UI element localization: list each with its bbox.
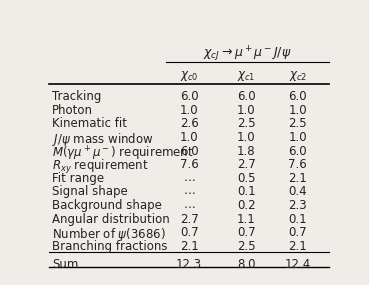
Text: 7.6: 7.6 (180, 158, 199, 171)
Text: 0.7: 0.7 (237, 226, 256, 239)
Text: Kinematic fit: Kinematic fit (52, 117, 127, 130)
Text: $M(\gamma\mu^+\mu^-)$ requirement: $M(\gamma\mu^+\mu^-)$ requirement (52, 144, 194, 163)
Text: 0.7: 0.7 (289, 226, 307, 239)
Text: 2.6: 2.6 (180, 117, 199, 130)
Text: Fit range: Fit range (52, 172, 104, 185)
Text: 2.7: 2.7 (180, 213, 199, 226)
Text: 2.5: 2.5 (237, 240, 256, 253)
Text: 2.7: 2.7 (237, 158, 256, 171)
Text: 7.6: 7.6 (289, 158, 307, 171)
Text: $\cdots$: $\cdots$ (183, 186, 195, 198)
Text: $\chi_{c2}$: $\chi_{c2}$ (289, 69, 307, 83)
Text: 2.1: 2.1 (180, 240, 199, 253)
Text: 1.0: 1.0 (237, 131, 256, 144)
Text: 0.1: 0.1 (289, 213, 307, 226)
Text: Signal shape: Signal shape (52, 186, 128, 198)
Text: 2.3: 2.3 (289, 199, 307, 212)
Text: 1.0: 1.0 (237, 104, 256, 117)
Text: 1.1: 1.1 (237, 213, 256, 226)
Text: 1.0: 1.0 (289, 131, 307, 144)
Text: Number of $\psi(3686)$: Number of $\psi(3686)$ (52, 226, 166, 243)
Text: $\chi_{c1}$: $\chi_{c1}$ (237, 69, 256, 83)
Text: 1.0: 1.0 (180, 104, 199, 117)
Text: Photon: Photon (52, 104, 93, 117)
Text: $\cdots$: $\cdots$ (183, 172, 195, 185)
Text: 2.1: 2.1 (289, 240, 307, 253)
Text: $J/\psi$ mass window: $J/\psi$ mass window (52, 131, 154, 148)
Text: 0.1: 0.1 (237, 186, 256, 198)
Text: 1.0: 1.0 (289, 104, 307, 117)
Text: 6.0: 6.0 (289, 144, 307, 158)
Text: 6.0: 6.0 (237, 90, 256, 103)
Text: Background shape: Background shape (52, 199, 162, 212)
Text: 0.2: 0.2 (237, 199, 256, 212)
Text: 2.5: 2.5 (289, 117, 307, 130)
Text: 12.3: 12.3 (176, 258, 202, 271)
Text: 0.7: 0.7 (180, 226, 199, 239)
Text: 6.0: 6.0 (289, 90, 307, 103)
Text: 2.5: 2.5 (237, 117, 256, 130)
Text: Angular distribution: Angular distribution (52, 213, 170, 226)
Text: $\chi_{c0}$: $\chi_{c0}$ (180, 69, 199, 83)
Text: Tracking: Tracking (52, 90, 101, 103)
Text: 6.0: 6.0 (180, 90, 199, 103)
Text: $\chi_{cJ} \rightarrow \mu^+\mu^- J/\psi$: $\chi_{cJ} \rightarrow \mu^+\mu^- J/\psi… (203, 45, 292, 64)
Text: 0.4: 0.4 (289, 186, 307, 198)
Text: 8.0: 8.0 (237, 258, 256, 271)
Text: 1.0: 1.0 (180, 131, 199, 144)
Text: Sum: Sum (52, 258, 78, 271)
Text: Branching fractions: Branching fractions (52, 240, 168, 253)
Text: 6.0: 6.0 (180, 144, 199, 158)
Text: 1.8: 1.8 (237, 144, 256, 158)
Text: 2.1: 2.1 (289, 172, 307, 185)
Text: 0.5: 0.5 (237, 172, 256, 185)
Text: $R_{xy}$ requirement: $R_{xy}$ requirement (52, 158, 149, 176)
Text: 12.4: 12.4 (284, 258, 311, 271)
Text: $\cdots$: $\cdots$ (183, 199, 195, 212)
